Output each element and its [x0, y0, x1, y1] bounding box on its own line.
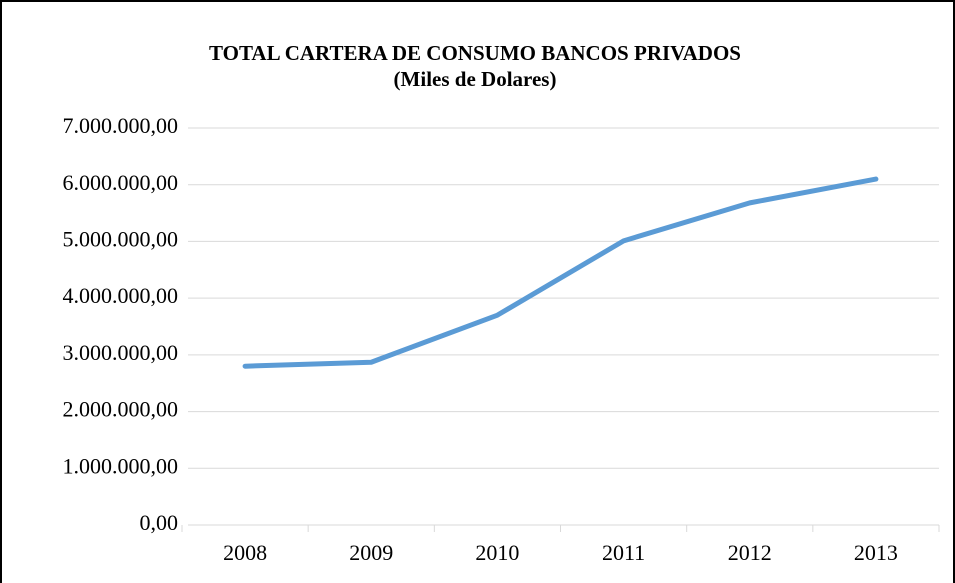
y-tick-label: 2.000.000,00: [63, 397, 179, 422]
y-tick-label: 5.000.000,00: [63, 226, 179, 251]
x-tick-label: 2010: [475, 540, 519, 565]
y-tick-label: 1.000.000,00: [63, 453, 179, 478]
x-tick-label: 2009: [349, 540, 393, 565]
x-tick-label: 2008: [223, 540, 267, 565]
x-tick-label: 2012: [728, 540, 772, 565]
chart-subtitle: (Miles de Dolares): [394, 67, 557, 91]
y-tick-label: 0,00: [140, 510, 179, 535]
x-tick-label: 2011: [602, 540, 645, 565]
chart-title: TOTAL CARTERA DE CONSUMO BANCOS PRIVADOS: [209, 41, 741, 65]
x-tick-label: 2013: [854, 540, 898, 565]
y-tick-label: 4.000.000,00: [63, 283, 179, 308]
data-line: [242, 176, 879, 369]
y-tick-label: 6.000.000,00: [63, 170, 179, 195]
y-tick-label: 3.000.000,00: [63, 340, 179, 365]
y-tick-label: 7.000.000,00: [63, 113, 179, 138]
